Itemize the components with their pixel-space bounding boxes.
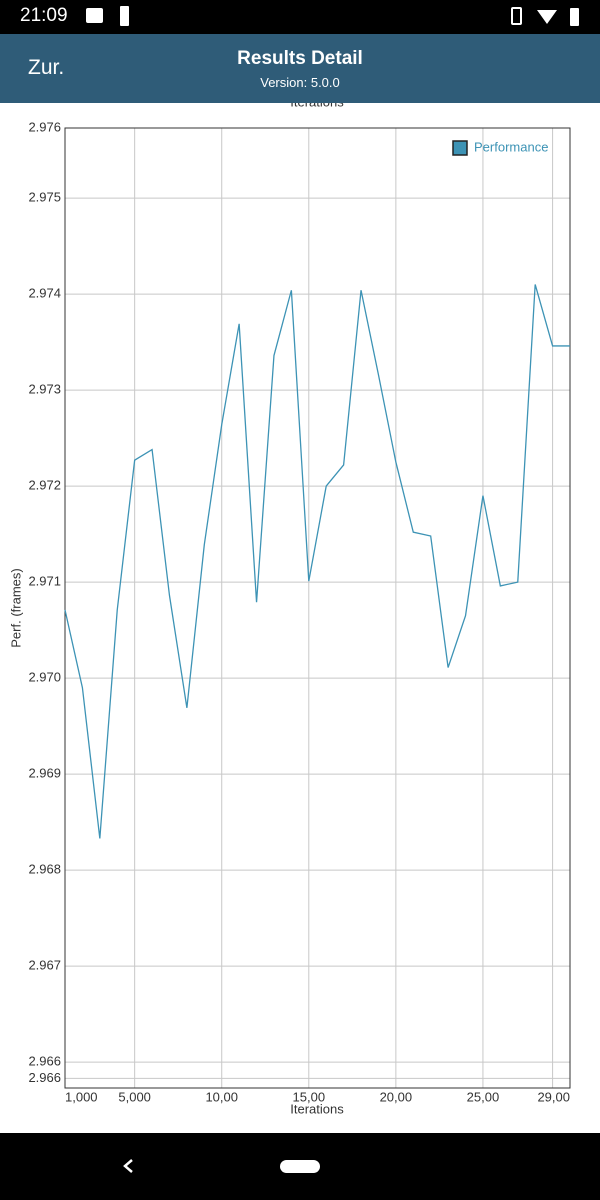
y-tick-label: 2.967 — [28, 958, 61, 973]
y-tick-label: 2.974 — [28, 286, 61, 301]
data-line — [64, 284, 570, 839]
x-tick-label: 1,000 — [65, 1089, 98, 1104]
back-button[interactable]: Zur. — [28, 56, 65, 79]
y-tick-label: 2.970 — [28, 670, 61, 685]
status-bar: 21:09 — [0, 0, 600, 34]
y-tick-label: 2.971 — [28, 574, 61, 589]
y-tick-label: 2.973 — [28, 382, 61, 397]
y-tick-label: 2.966 — [28, 1070, 61, 1085]
x-tick-label: 29,00 — [537, 1089, 570, 1104]
x-tick-label: 25,00 — [467, 1089, 500, 1104]
y-tick-label: 2.972 — [28, 478, 61, 493]
y-tick-label: 2.975 — [28, 190, 61, 205]
x-tick-label: 20,00 — [380, 1089, 413, 1104]
status-icons — [86, 6, 579, 26]
legend-swatch — [452, 140, 468, 156]
page-subtitle: Version: 5.0.0 — [260, 75, 340, 90]
legend-label: Performance — [474, 139, 548, 154]
y-axis-label: Perf. (frames) — [8, 568, 23, 647]
x-tick-label: 10,00 — [205, 1089, 238, 1104]
x-axis-label: Iterations — [290, 1101, 344, 1116]
page-title: Results Detail — [237, 48, 363, 69]
x-tick-label: 5,000 — [118, 1089, 151, 1104]
nav-buttons — [123, 1159, 320, 1173]
navigation-bar — [0, 1133, 600, 1200]
y-tick-label: 2.966 — [28, 1054, 61, 1069]
x-tick-label: 15,00 — [293, 1089, 326, 1104]
app-bar: Zur. Results Detail Version: 5.0.0 — [0, 34, 600, 103]
clock: 21:09 — [20, 5, 68, 26]
nav-home[interactable] — [280, 1160, 320, 1173]
nav-back[interactable] — [123, 1159, 133, 1173]
y-tick-label: 2.969 — [28, 766, 61, 781]
y-tick-label: 2.968 — [28, 862, 61, 877]
plot-frame — [64, 127, 571, 1089]
y-tick-label: 2.976 — [28, 119, 61, 134]
